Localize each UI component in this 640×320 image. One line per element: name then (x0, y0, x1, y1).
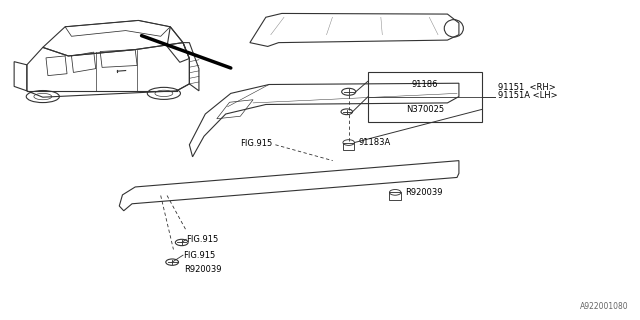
Text: FIG.915: FIG.915 (241, 139, 273, 148)
Text: N370025: N370025 (406, 105, 444, 114)
Text: 91151  <RH>: 91151 <RH> (499, 83, 556, 92)
Bar (343, 142, 355, 150)
Text: 91186: 91186 (412, 80, 438, 89)
Text: 91183A: 91183A (358, 138, 390, 147)
Bar (368, 72, 483, 122)
Text: R920039: R920039 (404, 188, 442, 197)
Text: FIG.915: FIG.915 (186, 235, 218, 244)
Text: A922001080: A922001080 (580, 302, 629, 311)
Text: R920039: R920039 (184, 265, 221, 274)
Text: 91151A <LH>: 91151A <LH> (499, 91, 558, 100)
Bar (390, 192, 401, 200)
Text: FIG.915: FIG.915 (183, 251, 215, 260)
